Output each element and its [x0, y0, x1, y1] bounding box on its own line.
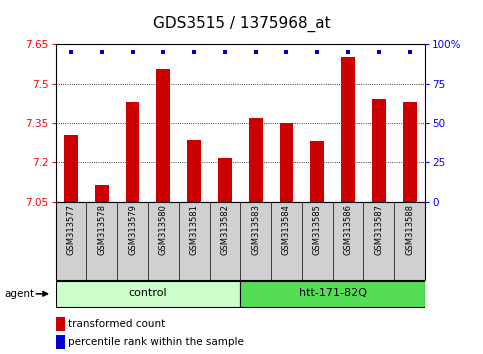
Bar	[341, 57, 355, 202]
Point	[190, 49, 198, 55]
Point	[159, 49, 167, 55]
Text: GSM313588: GSM313588	[405, 204, 414, 255]
Text: GSM313581: GSM313581	[190, 204, 199, 255]
Point	[406, 49, 413, 55]
Text: GSM313582: GSM313582	[220, 204, 229, 255]
Bar	[95, 185, 109, 202]
Bar	[126, 102, 140, 202]
Bar	[249, 118, 263, 202]
Point	[128, 49, 136, 55]
Point	[221, 49, 229, 55]
Text: GSM313583: GSM313583	[251, 204, 260, 255]
Bar	[156, 69, 170, 202]
Point	[313, 49, 321, 55]
Bar	[311, 141, 324, 202]
Bar	[280, 123, 293, 202]
Text: GSM313584: GSM313584	[282, 204, 291, 255]
Text: GSM313579: GSM313579	[128, 204, 137, 255]
Text: GSM313585: GSM313585	[313, 204, 322, 255]
Text: GSM313587: GSM313587	[374, 204, 384, 255]
Text: transformed count: transformed count	[68, 319, 165, 329]
Text: agent: agent	[5, 289, 35, 299]
Point	[67, 49, 75, 55]
Text: GSM313577: GSM313577	[67, 204, 75, 255]
Point	[375, 49, 383, 55]
Text: GSM313586: GSM313586	[343, 204, 353, 255]
Point	[344, 49, 352, 55]
Text: GSM313580: GSM313580	[159, 204, 168, 255]
Point	[98, 49, 106, 55]
Bar	[64, 135, 78, 202]
Bar	[240, 281, 425, 307]
Bar	[187, 140, 201, 202]
Bar	[372, 99, 386, 202]
Bar	[218, 159, 232, 202]
Text: control: control	[128, 288, 167, 298]
Text: GDS3515 / 1375968_at: GDS3515 / 1375968_at	[153, 16, 330, 32]
Text: htt-171-82Q: htt-171-82Q	[298, 288, 367, 298]
Text: GSM313578: GSM313578	[97, 204, 106, 255]
Bar	[56, 281, 241, 307]
Point	[252, 49, 259, 55]
Point	[283, 49, 290, 55]
Text: percentile rank within the sample: percentile rank within the sample	[68, 337, 243, 347]
Bar	[403, 102, 416, 202]
